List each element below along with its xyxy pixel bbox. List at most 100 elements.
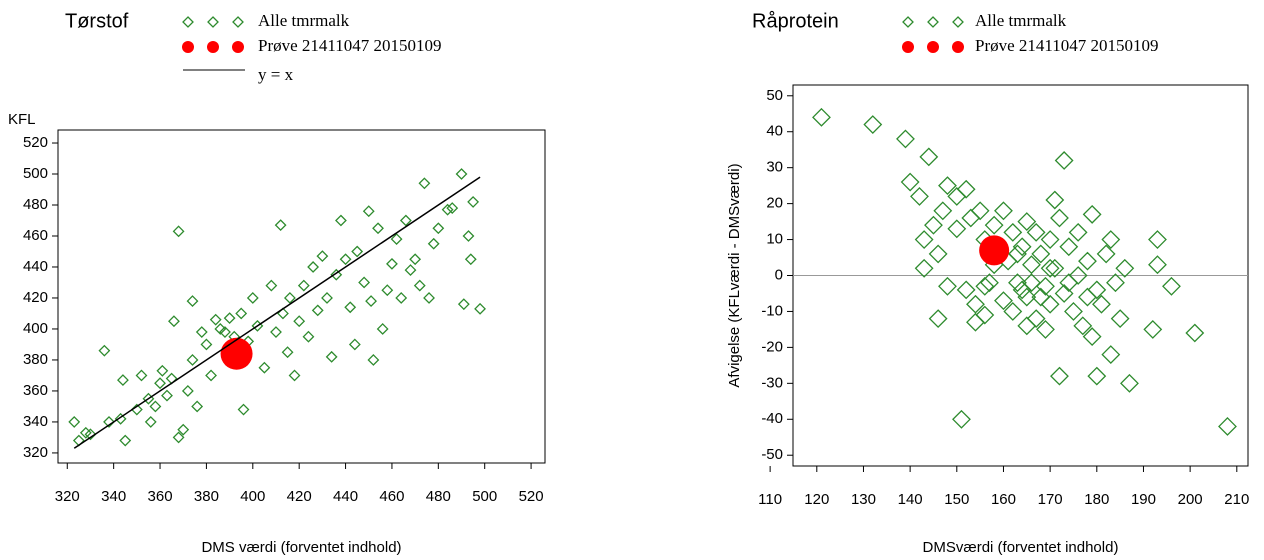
data-point (1031, 244, 1051, 264)
data-point (344, 301, 357, 314)
y-tick-label: -50 (761, 446, 783, 463)
data-point (1054, 284, 1074, 303)
x-tick-label: 130 (851, 491, 876, 508)
data-point (1003, 302, 1023, 321)
legend-marker (207, 41, 219, 53)
data-point (413, 279, 426, 292)
data-point (947, 219, 967, 239)
data-point (1012, 280, 1032, 300)
x-tick-label: 420 (287, 488, 312, 505)
data-point (933, 201, 953, 221)
data-point (265, 279, 278, 292)
data-point (339, 253, 352, 266)
data-point (367, 354, 380, 366)
data-point (1026, 222, 1046, 242)
data-point (474, 302, 486, 315)
data-point (1003, 222, 1023, 242)
data-point (409, 253, 422, 266)
data-point (214, 323, 227, 335)
y-tick-label: -40 (761, 410, 783, 427)
data-point (966, 294, 985, 314)
data-point (335, 214, 347, 227)
x-tick-label: 150 (944, 491, 969, 508)
x-tick-label: 110 (758, 491, 782, 508)
data-point (399, 214, 412, 227)
y-tick-label: 320 (23, 444, 48, 461)
data-point (441, 203, 454, 216)
data-point (928, 309, 948, 329)
y-tick-label: -30 (761, 374, 783, 391)
x-tick-label: 210 (1224, 491, 1249, 508)
y-axis-label: Afvigelse (KFLværdi - DMSværdi) (726, 163, 743, 387)
data-point (258, 361, 271, 374)
data-point (956, 280, 976, 300)
data-point (79, 426, 92, 439)
y-tick-label: 340 (23, 413, 48, 430)
plot-frame (57, 129, 546, 464)
data-point (1036, 319, 1055, 339)
data-point (975, 276, 995, 296)
x-tick-label: 360 (148, 488, 173, 505)
data-point (84, 428, 97, 441)
x-tick-label: 200 (1178, 491, 1203, 508)
data-point (1096, 244, 1116, 264)
data-point (1059, 273, 1079, 293)
data-point (270, 326, 282, 338)
data-point (149, 400, 162, 413)
data-point (1101, 230, 1121, 249)
data-point (219, 326, 231, 338)
data-point (1045, 190, 1065, 210)
data-point (1064, 302, 1083, 321)
data-point (928, 244, 948, 264)
fit-line (73, 176, 481, 449)
data-point (1082, 327, 1102, 347)
data-point (1040, 294, 1060, 314)
data-point (446, 202, 459, 215)
data-point (919, 147, 939, 167)
legend-marker (232, 16, 244, 28)
data-point (467, 195, 480, 208)
legend-marker (927, 16, 939, 28)
data-point (1008, 244, 1027, 264)
data-point (172, 225, 185, 238)
data-point (938, 176, 957, 196)
data-point (321, 292, 333, 304)
data-point (281, 346, 294, 359)
legend-marker (207, 16, 219, 28)
data-point (1110, 309, 1130, 329)
data-point (135, 369, 148, 382)
data-point (1148, 230, 1167, 249)
data-point (223, 312, 236, 325)
data-point (302, 330, 315, 343)
x-axis-label: DMS værdi (forventet indhold) (201, 539, 401, 556)
data-point (1045, 258, 1065, 278)
x-tick-label: 400 (240, 488, 265, 505)
data-point (1106, 273, 1125, 293)
legend-marker (952, 41, 964, 53)
y-tick-label: 40 (766, 123, 783, 140)
x-tick-label: 160 (991, 491, 1016, 508)
legend-marker (927, 41, 939, 53)
data-point (186, 295, 199, 307)
x-axis-label: DMSværdi (forventet indhold) (923, 539, 1119, 556)
sample-point (979, 235, 1010, 266)
y-tick-label: 420 (23, 289, 48, 306)
data-point (994, 291, 1013, 311)
x-tick-label: 120 (804, 491, 829, 508)
x-tick-label: 190 (1131, 491, 1156, 508)
data-point (117, 374, 129, 387)
data-point (209, 313, 222, 326)
data-point (103, 416, 115, 428)
data-point (1162, 276, 1181, 296)
legend-label: Prøve 21411047 20150109 (975, 36, 1159, 55)
data-point (984, 215, 1004, 235)
data-point (186, 354, 199, 366)
data-point (1036, 276, 1055, 296)
y-tick-label: -20 (761, 338, 783, 355)
y-tick-label: 480 (23, 196, 48, 213)
data-point (205, 369, 217, 382)
x-tick-label: 320 (55, 488, 80, 505)
y-tick-label: 30 (766, 159, 783, 176)
data-point (172, 431, 185, 444)
